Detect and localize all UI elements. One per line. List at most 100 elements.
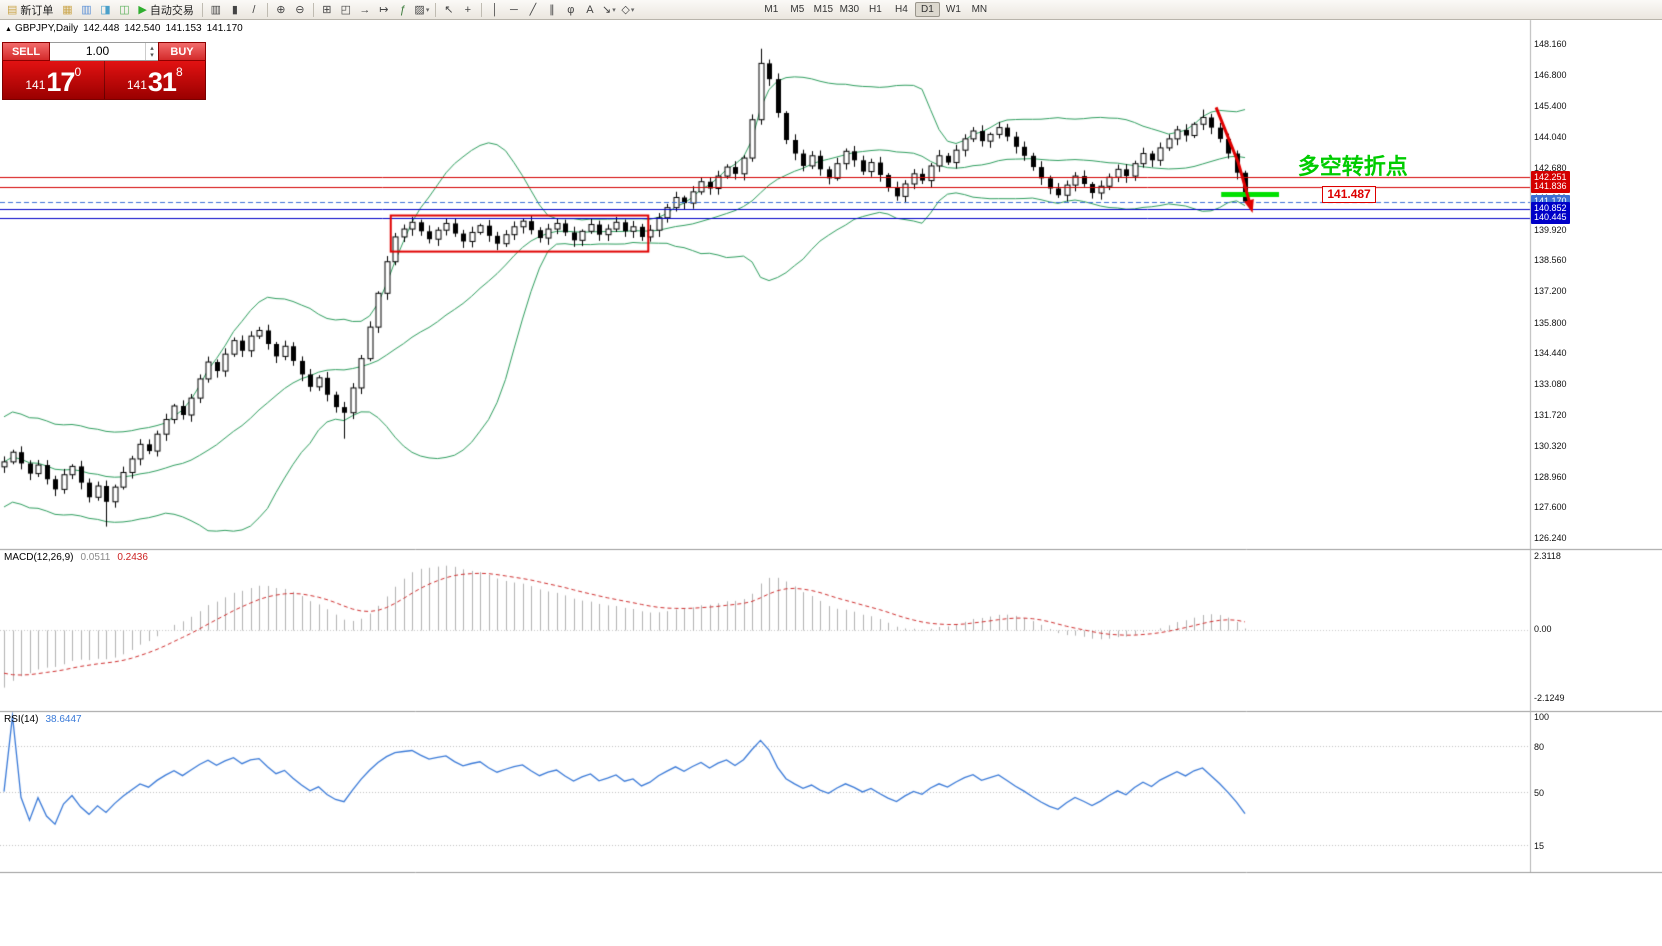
toolbar-separator xyxy=(201,2,203,17)
dropdown-arrow-icon: ▾ xyxy=(612,6,616,14)
indicators-icon-icon: ƒ xyxy=(399,3,406,16)
bar-chart-icon-icon: ▥ xyxy=(210,4,222,16)
price-axis-label: 137.200 xyxy=(1534,286,1567,297)
crosshair-icon[interactable]: + xyxy=(459,2,477,18)
channel-icon[interactable]: ∥ xyxy=(543,2,561,18)
macd-axis-label: -2.1249 xyxy=(1534,693,1565,703)
timeframe-button-h4[interactable]: H4 xyxy=(894,4,908,15)
text-icon-icon: A xyxy=(586,3,594,16)
line-chart-icon-icon: / xyxy=(252,3,256,16)
trendline-icon[interactable]: ╱ xyxy=(524,2,542,18)
cursor-icon[interactable]: ↖ xyxy=(440,2,458,18)
buy-button[interactable]: BUY xyxy=(158,42,206,61)
zoom-out-icon-icon: ⊖ xyxy=(295,4,305,16)
timeframe-button-d1[interactable]: D1 xyxy=(914,2,940,17)
crosshair-icon-icon: + xyxy=(464,3,472,16)
macd-main-value: 0.0511 xyxy=(80,552,111,563)
dropdown-arrow-icon: ▾ xyxy=(425,6,430,14)
autoscroll-icon[interactable]: → xyxy=(356,2,374,18)
timeframe-button-m30[interactable]: M30 xyxy=(839,4,860,15)
data-window-icon[interactable]: ◨ xyxy=(96,2,114,18)
sell-price-big: 17 xyxy=(46,67,75,97)
autotrading-button-label: 自动交易 xyxy=(149,4,194,17)
autotrading-button[interactable]: ▶ 自动交易 xyxy=(134,2,197,18)
cascade-windows-icon[interactable]: ◰ xyxy=(337,2,355,18)
timeframe-button-m5[interactable]: M5 xyxy=(790,4,805,15)
data-window-icon-icon: ◨ xyxy=(100,4,111,16)
text-icon[interactable]: A xyxy=(581,2,599,18)
strategy-tester-icon[interactable]: ▦ xyxy=(58,2,76,18)
sell-price-sup: 0 xyxy=(74,65,82,79)
autotrading-icon: ▶ xyxy=(138,4,147,16)
rsi-axis-label: 15 xyxy=(1534,840,1545,851)
price-tag: 141.836 xyxy=(1531,180,1570,194)
macd-signal-value: 0.2436 xyxy=(117,552,148,563)
rsi-axis-label: 80 xyxy=(1534,742,1545,753)
templates-icon[interactable]: ▨ ▾ xyxy=(413,2,431,18)
macd-name: MACD(12,26,9) xyxy=(4,552,74,563)
timeframe-button-m15[interactable]: M15 xyxy=(813,4,834,15)
cursor-icon-icon: ↖ xyxy=(444,4,454,16)
indicators-icon[interactable]: ƒ xyxy=(394,2,412,18)
new-order-icon: ▤ xyxy=(7,4,18,16)
horizontal-line-icon-icon: ─ xyxy=(509,3,518,16)
zoom-in-icon[interactable]: ⊕ xyxy=(272,2,290,18)
arrows-icon-icon: ↘ xyxy=(602,4,612,16)
price-axis-label: 144.040 xyxy=(1534,131,1567,142)
main-toolbar: ▤ 新订单 ▦ ▥ ◨ ◫ ▶ 自动交易 ▥ ▮ / ⊕ ⊖ ⊞ ◰ → ↦ ƒ ▨ ▾ ↖ + │ ─ ╱ ∥ φ A ↘ ▾ ◇ ▾ M1 M… xyxy=(0,0,1662,20)
volume-down-icon[interactable]: ▾ xyxy=(150,51,154,59)
sell-button[interactable]: SELL xyxy=(2,42,50,61)
candlestick-chart-icon[interactable]: ▮ xyxy=(226,2,244,18)
price-axis-label: 135.800 xyxy=(1534,317,1567,328)
sell-price-prefix: 141 xyxy=(25,78,46,92)
macd-axis-label: 0.00 xyxy=(1534,624,1552,634)
price-axis-label: 128.960 xyxy=(1534,471,1567,482)
market-watch-icon-icon: ▥ xyxy=(81,4,92,16)
price-axis-label: 134.440 xyxy=(1534,348,1567,359)
vertical-line-icon[interactable]: │ xyxy=(486,2,504,18)
timeframe-button-w1[interactable]: W1 xyxy=(945,4,961,15)
toolbar-separator xyxy=(266,2,268,17)
horizontal-line-icon[interactable]: ─ xyxy=(505,2,523,18)
toolbar-separator xyxy=(434,2,436,17)
rsi-axis-label: 50 xyxy=(1534,787,1545,798)
timeframe-button-mn[interactable]: MN xyxy=(971,4,988,15)
line-chart-icon[interactable]: / xyxy=(245,2,263,18)
ohlc-high: 142.540 xyxy=(124,23,161,34)
chart-shift-icon[interactable]: ↦ xyxy=(375,2,393,18)
fibonacci-icon[interactable]: φ xyxy=(562,2,580,18)
price-level-annotation: 141.487 xyxy=(1322,185,1376,203)
sell-price-display[interactable]: 141 17 0 xyxy=(3,61,105,99)
shapes-icon[interactable]: ◇ ▾ xyxy=(619,2,637,18)
zoom-out-icon[interactable]: ⊖ xyxy=(291,2,309,18)
new-order-button[interactable]: ▤ 新订单 xyxy=(3,2,57,18)
volume-input[interactable]: 1.00 ▴ ▾ xyxy=(50,42,158,61)
price-axis-label: 127.600 xyxy=(1534,502,1567,513)
timeframe-button-m1[interactable]: M1 xyxy=(764,4,779,15)
navigator-icon[interactable]: ◫ xyxy=(115,2,133,18)
arrows-icon[interactable]: ↘ ▾ xyxy=(600,2,618,18)
price-axis-label: 131.720 xyxy=(1534,409,1567,420)
buy-price-display[interactable]: 141 31 8 xyxy=(105,61,206,99)
cascade-windows-icon-icon: ◰ xyxy=(340,4,352,16)
autoscroll-icon-icon: → xyxy=(359,3,371,16)
one-click-trading-panel: SELL 1.00 ▴ ▾ BUY 141 17 0 141 31 8 xyxy=(2,42,206,100)
buy-price-big: 31 xyxy=(147,67,177,97)
price-axis-label: 130.320 xyxy=(1534,441,1567,452)
zoom-in-icon-icon: ⊕ xyxy=(276,4,286,16)
timeframe-button-h1[interactable]: H1 xyxy=(868,4,882,15)
buy-price-sup: 8 xyxy=(175,65,183,79)
tile-windows-icon[interactable]: ⊞ xyxy=(318,2,336,18)
rsi-indicator-label: RSI(14) 38.6447 xyxy=(4,714,82,725)
volume-up-icon[interactable]: ▴ xyxy=(150,44,154,52)
toolbar-separator xyxy=(312,2,314,17)
bar-chart-icon[interactable]: ▥ xyxy=(207,2,225,18)
market-watch-icon[interactable]: ▥ xyxy=(77,2,95,18)
buy-price-prefix: 141 xyxy=(126,78,147,92)
ohlc-low: 141.153 xyxy=(165,23,202,34)
chart-symbol-label: GBPJPY,Daily xyxy=(14,23,79,34)
rsi-axis-label: 100 xyxy=(1534,712,1550,722)
new-order-button-label: 新订单 xyxy=(20,4,54,17)
